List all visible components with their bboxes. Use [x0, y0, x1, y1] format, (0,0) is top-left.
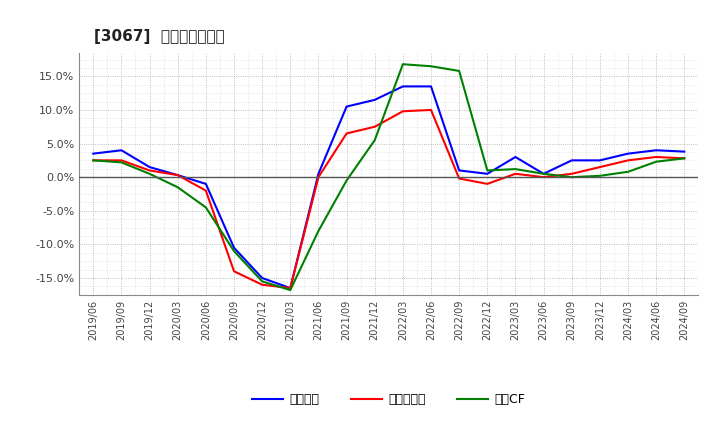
当期純利益 — [370, 124, 379, 129]
営業CF — [314, 228, 323, 234]
経常利益 — [624, 151, 632, 156]
経常利益 — [567, 158, 576, 163]
当期純利益 — [427, 107, 436, 113]
Line: 当期純利益: 当期純利益 — [94, 110, 684, 288]
経常利益 — [258, 275, 266, 281]
経常利益 — [399, 84, 408, 89]
Line: 経常利益: 経常利益 — [94, 86, 684, 288]
経常利益 — [370, 97, 379, 103]
当期純利益 — [483, 181, 492, 187]
経常利益 — [427, 84, 436, 89]
当期純利益 — [230, 269, 238, 274]
営業CF — [89, 158, 98, 163]
当期純利益 — [567, 171, 576, 176]
営業CF — [258, 279, 266, 284]
経常利益 — [202, 181, 210, 187]
営業CF — [230, 249, 238, 254]
当期純利益 — [89, 158, 98, 163]
営業CF — [624, 169, 632, 174]
経常利益 — [539, 171, 548, 176]
経常利益 — [145, 165, 154, 170]
当期純利益 — [455, 176, 464, 181]
当期純利益 — [539, 175, 548, 180]
当期純利益 — [399, 109, 408, 114]
当期純利益 — [286, 286, 294, 291]
当期純利益 — [652, 154, 660, 160]
当期純利益 — [624, 158, 632, 163]
当期純利益 — [145, 168, 154, 173]
経常利益 — [511, 154, 520, 160]
当期純利益 — [202, 188, 210, 193]
営業CF — [399, 62, 408, 67]
経常利益 — [652, 148, 660, 153]
当期純利益 — [595, 165, 604, 170]
Line: 営業CF: 営業CF — [94, 64, 684, 290]
当期純利益 — [511, 171, 520, 176]
営業CF — [539, 171, 548, 176]
経常利益 — [174, 172, 182, 178]
営業CF — [455, 68, 464, 73]
営業CF — [342, 178, 351, 183]
営業CF — [202, 205, 210, 210]
経常利益 — [483, 171, 492, 176]
営業CF — [117, 160, 126, 165]
経常利益 — [89, 151, 98, 156]
当期純利益 — [314, 175, 323, 180]
当期純利益 — [117, 158, 126, 163]
経常利益 — [595, 158, 604, 163]
営業CF — [145, 171, 154, 176]
営業CF — [652, 159, 660, 165]
Text: [3067]  マージンの推移: [3067] マージンの推移 — [94, 29, 225, 44]
経常利益 — [286, 286, 294, 291]
当期純利益 — [342, 131, 351, 136]
営業CF — [174, 185, 182, 190]
Legend: 経常利益, 当期純利益, 営業CF: 経常利益, 当期純利益, 営業CF — [247, 388, 531, 411]
営業CF — [511, 166, 520, 172]
経常利益 — [314, 171, 323, 176]
当期純利益 — [174, 172, 182, 178]
営業CF — [286, 287, 294, 293]
当期純利益 — [258, 282, 266, 287]
経常利益 — [680, 149, 688, 154]
営業CF — [680, 156, 688, 161]
経常利益 — [342, 104, 351, 109]
営業CF — [427, 64, 436, 69]
経常利益 — [455, 168, 464, 173]
営業CF — [370, 138, 379, 143]
営業CF — [567, 175, 576, 180]
営業CF — [483, 168, 492, 173]
経常利益 — [117, 148, 126, 153]
当期純利益 — [680, 156, 688, 161]
営業CF — [595, 173, 604, 179]
経常利益 — [230, 245, 238, 250]
